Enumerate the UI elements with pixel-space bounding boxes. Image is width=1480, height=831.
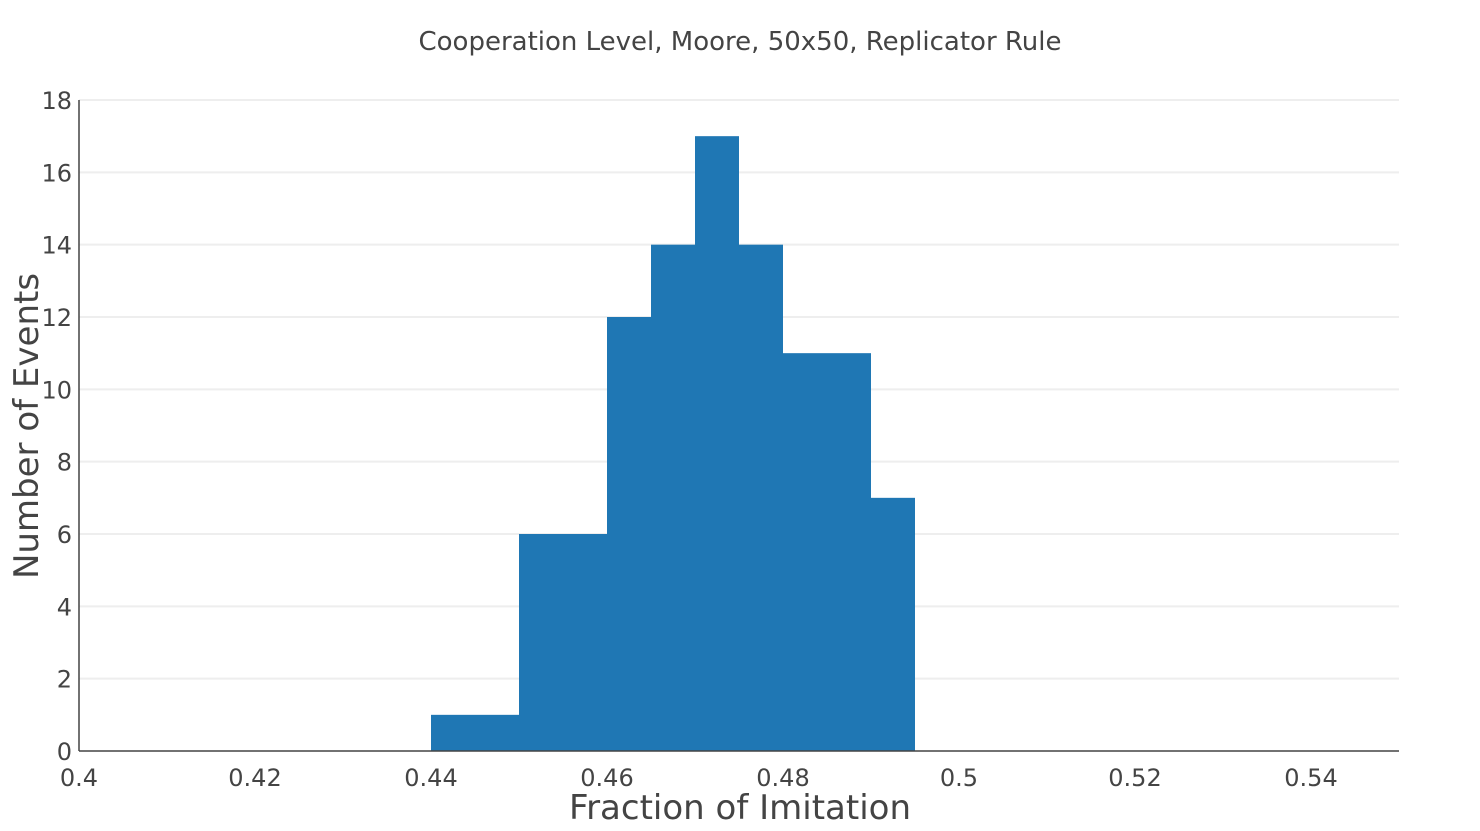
y-tick-label: 0 bbox=[57, 738, 72, 766]
x-tick-label: 0.54 bbox=[1284, 764, 1337, 792]
axes bbox=[78, 100, 1399, 752]
x-tick-labels: 0.4 0.42 0.44 0.46 0.48 0.5 0.52 0.54 bbox=[60, 764, 1338, 792]
y-tick-label: 14 bbox=[41, 232, 72, 260]
histogram-bar bbox=[519, 534, 563, 751]
y-tick-label: 2 bbox=[57, 666, 72, 694]
histogram-bar bbox=[651, 244, 695, 751]
histogram-bar bbox=[431, 714, 475, 751]
histogram-bar bbox=[827, 353, 871, 751]
histogram-bar bbox=[783, 353, 827, 751]
histogram-bar bbox=[871, 497, 915, 751]
histogram-bar bbox=[475, 714, 519, 751]
histogram-bars bbox=[431, 136, 915, 751]
x-tick-label: 0.48 bbox=[756, 764, 809, 792]
chart-title: Cooperation Level, Moore, 50x50, Replica… bbox=[418, 27, 1061, 57]
histogram-bar bbox=[607, 317, 651, 751]
y-tick-label: 12 bbox=[41, 304, 72, 332]
y-tick-labels: 0 2 4 6 8 10 12 14 16 18 bbox=[41, 87, 72, 766]
histogram-bar bbox=[739, 244, 783, 751]
y-axis-label: Number of Events bbox=[7, 273, 47, 579]
y-tick-label: 8 bbox=[57, 449, 72, 477]
y-tick-label: 6 bbox=[57, 521, 72, 549]
y-tick-label: 4 bbox=[57, 593, 72, 621]
x-tick-label: 0.5 bbox=[940, 764, 978, 792]
histogram-bar bbox=[695, 136, 739, 751]
x-tick-label: 0.46 bbox=[580, 764, 633, 792]
x-tick-label: 0.44 bbox=[404, 764, 457, 792]
histogram-bar bbox=[563, 534, 607, 751]
x-axis-label: Fraction of Imitation bbox=[569, 788, 911, 828]
y-tick-label: 16 bbox=[41, 159, 72, 187]
y-tick-label: 18 bbox=[41, 87, 72, 115]
x-tick-label: 0.4 bbox=[60, 764, 98, 792]
x-tick-label: 0.42 bbox=[228, 764, 281, 792]
x-tick-label: 0.52 bbox=[1108, 764, 1161, 792]
y-tick-label: 10 bbox=[41, 376, 72, 404]
